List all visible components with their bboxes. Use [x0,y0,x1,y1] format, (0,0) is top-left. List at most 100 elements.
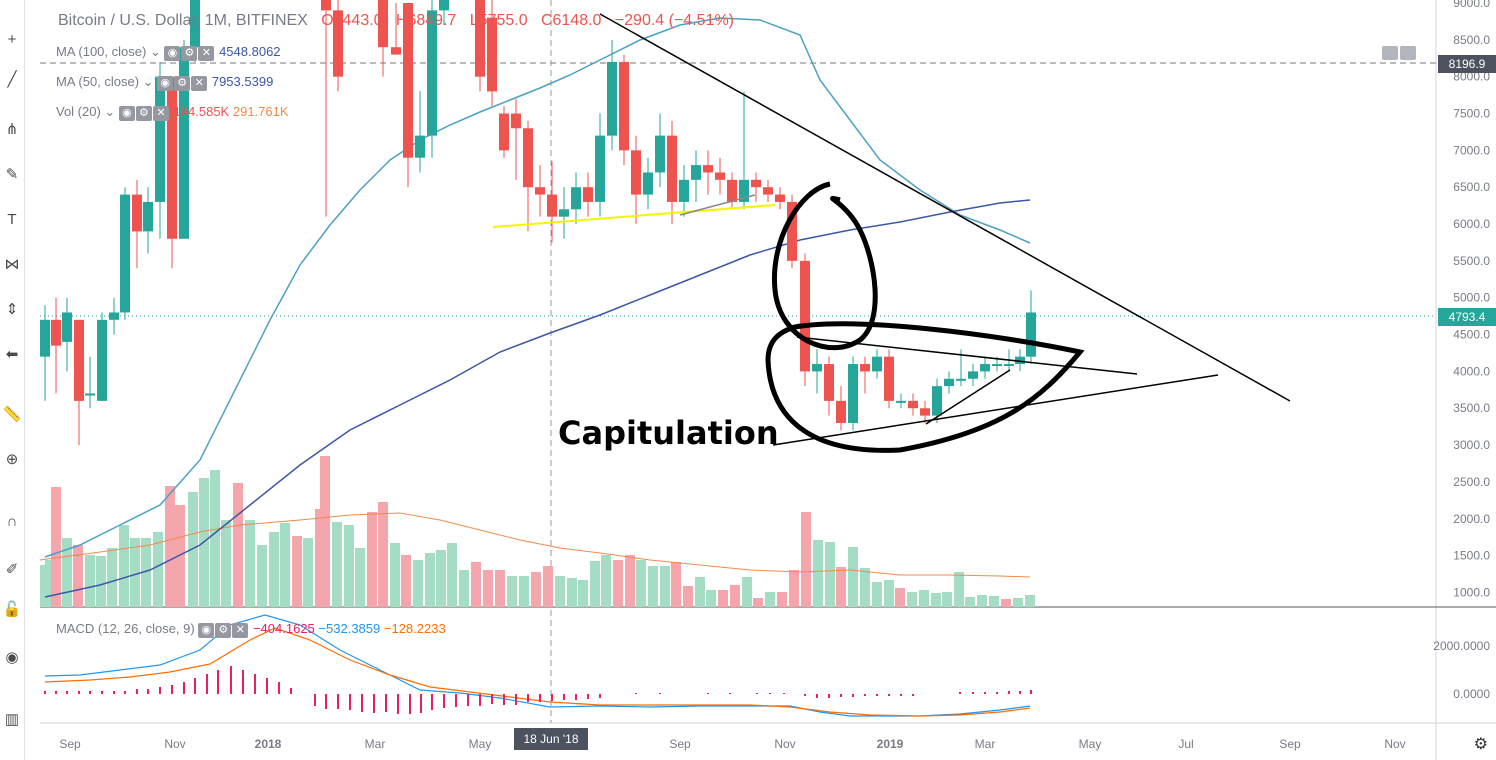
ruler-icon[interactable]: 📏 [2,406,22,423]
candle-down [751,179,761,188]
volume-bar [401,555,411,607]
close-icon[interactable]: ✕ [191,76,208,92]
scale-up-button[interactable] [1400,46,1416,60]
low-value: L5755.0 [469,12,528,29]
volume-bar [531,572,541,607]
candle-down [333,10,343,77]
candle-up [97,319,107,401]
macd-histogram-bar [539,694,541,702]
price-tick-label: 2000.0 [1453,512,1490,526]
pitchfork-icon[interactable]: ⋔ [5,121,19,138]
macd-line [44,614,1031,717]
candle-down [321,0,331,11]
macd-histogram-bar [828,694,830,698]
freehand-circle-drop [771,181,878,351]
volume-bar [753,598,763,607]
crosshair-icon[interactable]: + [7,31,17,48]
ma100-legend[interactable]: MA (100, close) ⌄ ◉ ⚙ ✕ 4548.8062 [56,44,281,62]
volume-bar [601,555,611,607]
text-icon[interactable]: T [7,211,17,228]
arrow-icon[interactable]: ⬅ [5,346,19,363]
price-tick-label: 4000.0 [1453,364,1490,378]
macd-legend[interactable]: MACD (12, 26, close, 9) ◉ ⚙ ✕ −404.1625 −5… [56,621,446,639]
eye-icon[interactable]: ◉ [118,106,135,122]
macd-histogram-bar [349,694,351,710]
volume-bar [836,567,846,607]
macd-histogram-bar [242,670,244,694]
macd-histogram-bar [159,687,161,694]
volume-bar [130,538,140,607]
eye-icon[interactable]: ◉ [198,623,215,639]
price-tick-label: 2500.0 [1453,475,1490,489]
price-tick-label: 5000.0 [1453,291,1490,305]
close-icon[interactable]: ✕ [152,106,169,122]
symbol-title: Bitcoin / U.S. Dollar, 1M, BITFINEX [58,12,308,29]
volume-bar [777,592,787,607]
ma50-line [44,17,1031,558]
close-icon[interactable]: ✕ [198,46,215,62]
candle-up [872,356,882,372]
ma50-legend[interactable]: MA (50, close) ⌄ ◉ ⚙ ✕ 7953.5399 [56,74,274,92]
candle-down [523,128,533,188]
macd-histogram-bar [44,691,46,694]
lock-drawing-icon[interactable]: ✐ [5,561,19,578]
scale-buttons[interactable] [1382,46,1418,65]
candle-up [62,312,72,342]
time-tick-label: 2019 [877,737,904,751]
macd-histogram-bar [551,694,553,701]
capitulation-annotation[interactable]: Capitulation [558,414,779,452]
volume-legend[interactable]: Vol (20) ⌄ ◉ ⚙ ✕ 194.585K 291.761K [56,104,289,122]
macd-histogram-bar [972,692,974,694]
macd-histogram-bar [230,666,232,694]
gear-icon[interactable]: ⚙ [1473,736,1488,753]
measure-icon[interactable]: ⇕ [5,301,19,318]
gear-icon[interactable]: ⚙ [135,106,152,122]
close-icon[interactable]: ✕ [232,623,249,639]
gear-icon[interactable]: ⚙ [174,76,191,92]
macd-histogram-bar [78,691,80,694]
time-tick-label: Nov [774,737,795,751]
macd-histogram-bar [467,694,469,706]
last-price-tag: 4793.4 [1438,308,1496,326]
volume-bar [107,548,117,607]
brush-icon[interactable]: ✎ [5,166,19,183]
volume-bar [989,596,999,607]
candle-up [1015,356,1025,365]
candle-down [824,364,834,401]
eye-icon[interactable]: ◉ [157,76,174,92]
volume-bar [45,560,55,607]
volume-bar [413,560,423,607]
eye-icon[interactable]: ◉ [5,649,19,666]
wedge-lower-line [772,374,1219,446]
volume-bar [221,520,231,607]
time-tick-label: Mar [365,737,386,751]
lock-icon[interactable]: 🔓 [2,601,22,618]
macd-histogram-bar [959,692,961,694]
volume-bar [188,492,198,607]
trendline-icon[interactable]: ╱ [7,71,17,88]
macd-histogram-bar [527,694,529,702]
magnet-icon[interactable]: ∩ [6,513,18,530]
macd-histogram-bar [1008,691,1010,694]
zoom-icon[interactable]: ⊕ [5,451,19,468]
scale-down-button[interactable] [1382,46,1398,60]
eye-icon[interactable]: ◉ [164,46,181,62]
candle-up [595,135,605,202]
volume-bar [51,487,61,607]
price-tick-label: 4500.0 [1453,328,1490,342]
volume-bar [447,543,457,607]
pattern-icon[interactable]: ⋈ [4,256,20,273]
trash-icon[interactable]: ▥ [4,711,20,728]
gear-icon[interactable]: ⚙ [215,623,232,639]
symbol-header: Bitcoin / U.S. Dollar, 1M, BITFINEX O644… [58,12,734,30]
candle-down [920,408,930,416]
price-tick-label: 1000.0 [1453,585,1490,599]
macd-histogram-bar [136,689,138,694]
high-value: H6849.7 [395,12,457,29]
time-tick-label: Nov [164,737,185,751]
volume-bar [860,568,870,607]
volume-bar [210,470,220,607]
gear-icon[interactable]: ⚙ [181,46,198,62]
candle-up [179,47,189,239]
